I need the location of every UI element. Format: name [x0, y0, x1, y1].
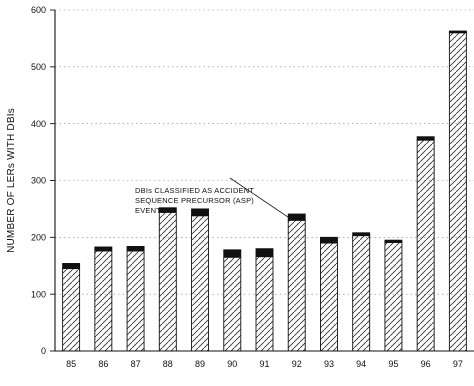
bar-90: [223, 256, 242, 352]
x-tick-label-95: 95: [388, 359, 398, 369]
x-tick-label-92: 92: [292, 359, 302, 369]
y-tick-label-400: 400: [31, 119, 46, 129]
x-tick-label-94: 94: [356, 359, 366, 369]
bar-86: [94, 250, 113, 352]
y-tick-label-500: 500: [31, 62, 46, 72]
bar-89: [191, 215, 209, 352]
y-tick-label-600: 600: [31, 5, 46, 15]
asp-segment-91: [255, 248, 274, 258]
annotation-leader-line: [229, 177, 289, 218]
x-tick-label-91: 91: [259, 359, 269, 369]
annotation-line-3: EVENTS: [135, 206, 166, 215]
asp-segment-88: [158, 207, 177, 213]
x-tick-label-97: 97: [453, 359, 463, 369]
asp-segment-94: [352, 232, 371, 237]
asp-segment-92: [287, 213, 306, 221]
x-tick-label-89: 89: [195, 359, 205, 369]
x-tick-label-90: 90: [227, 359, 237, 369]
asp-segment-87: [126, 245, 145, 252]
bars: [62, 30, 467, 352]
asp-annotation: DBIs CLASSIFIED AS ACCIDENT SEQUENCE PRE…: [135, 177, 289, 218]
gridlines: [50, 9, 474, 352]
axes: [54, 10, 474, 352]
y-axis-title: NUMBER OF LERs WITH DBIs: [6, 108, 17, 253]
asp-segment-95: [384, 239, 403, 243]
y-tick-label-300: 300: [31, 176, 46, 186]
y-tick-label-200: 200: [31, 233, 46, 243]
bar-93: [320, 242, 338, 352]
y-tick-label-100: 100: [31, 289, 46, 299]
bar-97: [448, 32, 467, 352]
annotation-line-1: DBIs CLASSIFIED AS ACCIDENT: [135, 186, 254, 195]
x-tick-label-93: 93: [324, 359, 334, 369]
asp-segment-93: [320, 236, 338, 244]
bar-85: [62, 268, 81, 352]
x-tick-label-96: 96: [421, 359, 431, 369]
x-tick-label-85: 85: [66, 359, 76, 369]
asp-segment-86: [94, 246, 113, 252]
asp-segment-90: [223, 249, 242, 258]
bar-95: [384, 241, 403, 352]
bar-94: [352, 235, 371, 352]
asp-segment-97: [448, 30, 467, 34]
y-tick-label-0: 0: [41, 346, 46, 356]
x-tick-label-88: 88: [163, 359, 173, 369]
asp-segment-89: [191, 208, 209, 217]
bar-88: [158, 211, 177, 352]
bar-91: [255, 256, 274, 352]
annotation-line-2: SEQUENCE PRECURSOR (ASP): [135, 196, 254, 205]
x-tick-label-86: 86: [98, 359, 108, 369]
bar-92: [287, 219, 306, 352]
tick-labels: 0 100 200 300 400 500 600 85 86 87 88 89 90 91 92 93 94 9…: [31, 5, 463, 369]
bar-96: [416, 139, 435, 352]
bar-87: [126, 250, 145, 352]
asp-segment-85: [62, 263, 81, 270]
asp-segment-96: [416, 136, 435, 141]
x-tick-label-87: 87: [131, 359, 141, 369]
